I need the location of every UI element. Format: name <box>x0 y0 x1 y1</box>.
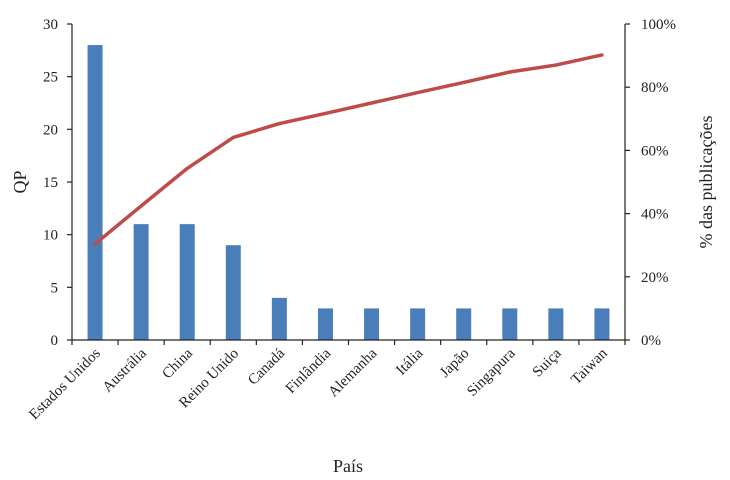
right-axis-ticks: 0% 20% 40% 60% 80% 100% <box>625 17 676 349</box>
x-tick-label: China <box>159 345 196 382</box>
left-tick-label: 15 <box>43 175 58 191</box>
left-tick-label: 0 <box>51 333 59 349</box>
x-axis-title: País <box>333 456 363 476</box>
bar-itália <box>410 308 426 340</box>
cumulative-line-series <box>93 53 604 246</box>
y2-axis-title: % das publicações <box>696 116 716 249</box>
bar-suiça <box>548 308 564 340</box>
bar-estados-unidos <box>87 45 103 341</box>
right-tick-label: 80% <box>641 80 669 96</box>
bar-singapura <box>502 308 518 340</box>
left-tick-label: 10 <box>43 228 58 244</box>
x-tick-label: Taiwan <box>568 345 611 388</box>
right-tick-label: 100% <box>641 17 676 33</box>
right-tick-label: 40% <box>641 207 669 223</box>
x-tick-label: Suiça <box>530 345 565 380</box>
bar-china <box>179 224 195 340</box>
left-tick-label: 25 <box>43 70 58 86</box>
right-tick-label: 60% <box>641 143 669 159</box>
bar-japão <box>456 308 472 340</box>
x-tick-label: Austrália <box>100 345 150 395</box>
bar-taiwan <box>594 308 610 340</box>
x-tick-label: Singapura <box>464 345 519 400</box>
x-tick-label: Canadá <box>245 345 288 388</box>
right-tick-label: 20% <box>641 270 669 286</box>
bar-alemanha <box>364 308 380 340</box>
x-tick-label: Itália <box>393 345 426 378</box>
x-tick-label: Alemanha <box>325 345 380 400</box>
left-axis-ticks: 0 5 10 15 20 25 30 <box>43 17 72 349</box>
right-tick-label: 0% <box>641 333 661 349</box>
bar-austrália <box>133 224 149 340</box>
bar-reino-unido <box>225 245 241 340</box>
y-axis-title: QP <box>10 170 30 193</box>
x-tick-label: Japão <box>437 346 472 381</box>
bar-canadá <box>271 297 287 340</box>
bar-series <box>87 45 610 341</box>
left-tick-label: 5 <box>51 280 59 296</box>
cumulative-percentage-line <box>93 53 604 246</box>
x-tick-label: Estados Unidos <box>26 345 104 423</box>
left-tick-label: 20 <box>43 122 58 138</box>
left-tick-label: 30 <box>43 17 58 33</box>
bar-finlândia <box>317 308 333 340</box>
